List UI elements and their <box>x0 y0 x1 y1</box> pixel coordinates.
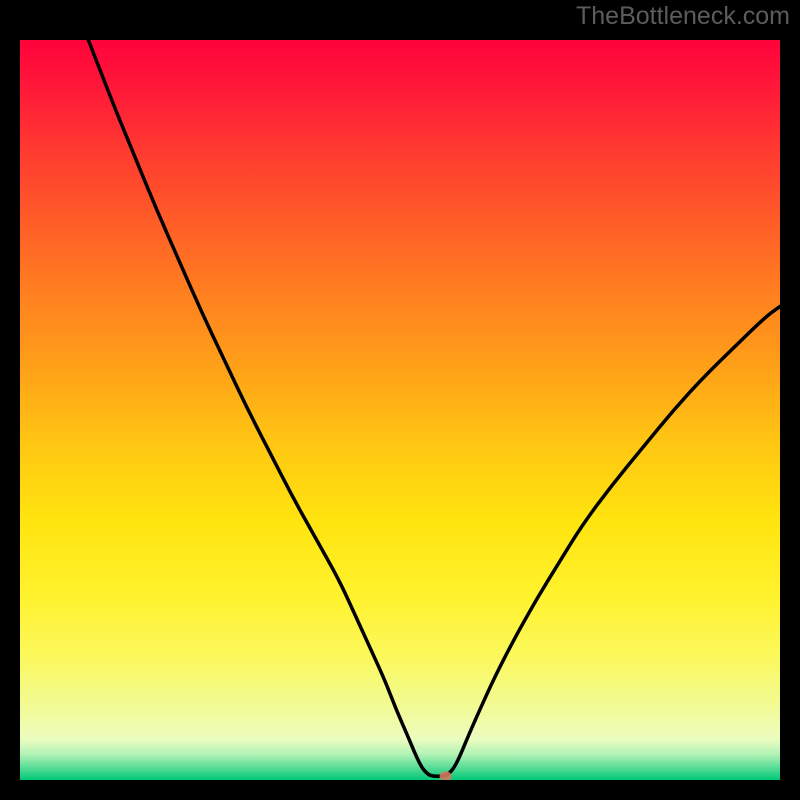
watermark-text: TheBottleneck.com <box>576 2 790 31</box>
bottleneck-curve <box>88 40 780 776</box>
curve-layer <box>20 40 780 780</box>
plot-area <box>20 40 780 780</box>
